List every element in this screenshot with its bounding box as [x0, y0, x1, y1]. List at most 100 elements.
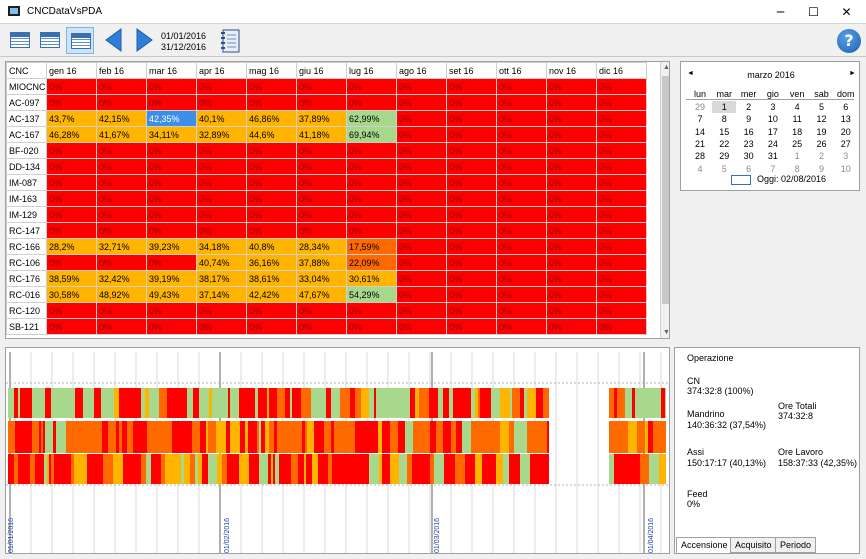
calendar-day[interactable]: 22 [719, 138, 730, 149]
grid-cell[interactable]: 0% [546, 286, 597, 303]
column-header-month[interactable]: dic 16 [596, 62, 647, 79]
calendar-day[interactable]: 27 [840, 138, 851, 149]
grid-cell[interactable]: 0% [546, 206, 597, 223]
grid-cell[interactable]: 0% [146, 302, 197, 319]
calendar-day[interactable]: 9 [818, 163, 824, 174]
grid-cell[interactable]: 0% [46, 222, 97, 239]
grid-cell[interactable]: 42,15% [96, 110, 147, 127]
grid-cell[interactable]: 0% [96, 318, 147, 335]
calendar-prev-icon[interactable]: ◄ [687, 70, 694, 77]
calendar-day[interactable]: 26 [816, 138, 827, 149]
grid-cell[interactable]: 46,86% [246, 110, 297, 127]
grid-cell[interactable]: 0% [496, 78, 547, 95]
column-header-cnc[interactable]: CNC [6, 62, 47, 79]
row-header-cnc[interactable]: BF-020 [6, 142, 47, 159]
grid-cell[interactable]: 0% [546, 142, 597, 159]
grid-cell[interactable]: 0% [346, 190, 397, 207]
grid-cell[interactable]: 0% [346, 206, 397, 223]
grid-cell[interactable]: 0% [196, 206, 247, 223]
grid-cell[interactable]: 0% [596, 110, 647, 127]
grid-cell[interactable]: 0% [446, 110, 497, 127]
grid-cell[interactable]: 40,74% [196, 254, 247, 271]
grid-cell[interactable]: 0% [346, 78, 397, 95]
grid-cell[interactable]: 0% [496, 270, 547, 287]
column-header-month[interactable]: nov 16 [546, 62, 597, 79]
scroll-down-icon[interactable]: ▼ [663, 329, 670, 336]
column-header-month[interactable]: gen 16 [46, 62, 97, 79]
column-header-month[interactable]: mar 16 [146, 62, 197, 79]
table-view-1-button[interactable] [6, 27, 34, 54]
grid-cell[interactable]: 0% [396, 238, 447, 255]
grid-cell[interactable]: 0% [446, 190, 497, 207]
grid-cell[interactable]: 0% [46, 206, 97, 223]
grid-cell[interactable]: 0% [146, 318, 197, 335]
grid-cell[interactable]: 28,2% [46, 238, 97, 255]
grid-cell[interactable]: 0% [296, 78, 347, 95]
grid-cell[interactable]: 41,67% [96, 126, 147, 143]
grid-row[interactable]: AC-167 46,28% 41,67% 34,11% 32,89% 44,6% 41,18… [6, 126, 647, 143]
grid-cell[interactable]: 0% [246, 94, 297, 111]
grid-cell[interactable]: 0% [396, 318, 447, 335]
grid-cell[interactable]: 0% [496, 318, 547, 335]
grid-cell[interactable]: 54,29% [346, 286, 397, 303]
grid-cell[interactable]: 0% [246, 190, 297, 207]
column-header-month[interactable]: set 16 [446, 62, 497, 79]
grid-cell[interactable]: 0% [596, 78, 647, 95]
grid-cell[interactable]: 36,16% [246, 254, 297, 271]
grid-cell[interactable]: 47,67% [296, 286, 347, 303]
grid-cell[interactable]: 0% [96, 78, 147, 95]
grid-cell[interactable]: 0% [46, 302, 97, 319]
grid-cell[interactable]: 0% [196, 158, 247, 175]
grid-cell[interactable]: 0% [396, 190, 447, 207]
grid-cell[interactable]: 48,92% [96, 286, 147, 303]
grid-cell[interactable]: 0% [496, 222, 547, 239]
calendar-day[interactable]: 21 [694, 138, 705, 149]
grid-cell[interactable]: 0% [346, 302, 397, 319]
grid-cell[interactable]: 37,14% [196, 286, 247, 303]
grid-cell[interactable]: 0% [196, 174, 247, 191]
grid-cell[interactable]: 0% [446, 254, 497, 271]
row-header-cnc[interactable]: RC-166 [6, 238, 47, 255]
row-header-cnc[interactable]: RC-176 [6, 270, 47, 287]
grid-cell[interactable]: 0% [246, 206, 297, 223]
grid-cell[interactable]: 0% [296, 174, 347, 191]
calendar-day[interactable]: 10 [767, 114, 778, 125]
today-label[interactable]: Oggi: 02/08/2016 [757, 174, 827, 184]
row-header-cnc[interactable]: AC-097 [6, 94, 47, 111]
grid-cell[interactable]: 0% [396, 126, 447, 143]
grid-cell[interactable]: 40,8% [246, 238, 297, 255]
grid-cell[interactable]: 0% [496, 158, 547, 175]
grid-cell[interactable]: 0% [246, 158, 297, 175]
grid-cell[interactable]: 0% [596, 254, 647, 271]
grid-cell[interactable]: 0% [396, 222, 447, 239]
calendar-day[interactable]: 18 [792, 126, 803, 137]
grid-cell[interactable]: 0% [596, 286, 647, 303]
calendar-next-icon[interactable]: ► [849, 70, 856, 77]
grid-cell[interactable]: 0% [546, 174, 597, 191]
calendar-day[interactable]: 3 [843, 151, 849, 162]
grid-cell[interactable]: 0% [96, 254, 147, 271]
column-header-month[interactable]: feb 16 [96, 62, 147, 79]
grid-cell[interactable]: 0% [546, 110, 597, 127]
grid-cell[interactable]: 0% [396, 110, 447, 127]
row-header-cnc[interactable]: IM-129 [6, 206, 47, 223]
grid-cell[interactable]: 0% [546, 126, 597, 143]
grid-cell[interactable]: 0% [596, 302, 647, 319]
grid-cell[interactable]: 0% [396, 142, 447, 159]
calendar-day[interactable]: 7 [770, 163, 776, 174]
row-header-cnc[interactable]: SB-121 [6, 318, 47, 335]
grid-cell[interactable]: 0% [246, 302, 297, 319]
grid-cell[interactable]: 0% [46, 254, 97, 271]
grid-cell[interactable]: 0% [96, 158, 147, 175]
grid-cell[interactable]: 69,94% [346, 126, 397, 143]
grid-cell[interactable]: 0% [446, 158, 497, 175]
grid-cell[interactable]: 0% [596, 142, 647, 159]
grid-cell[interactable]: 0% [596, 238, 647, 255]
grid-cell[interactable]: 42,35% [146, 110, 197, 127]
grid-cell[interactable]: 0% [446, 302, 497, 319]
grid-cell[interactable]: 0% [346, 158, 397, 175]
grid-cell[interactable]: 0% [496, 190, 547, 207]
grid-cell[interactable]: 0% [96, 174, 147, 191]
grid-cell[interactable]: 0% [496, 126, 547, 143]
grid-cell[interactable]: 0% [596, 190, 647, 207]
